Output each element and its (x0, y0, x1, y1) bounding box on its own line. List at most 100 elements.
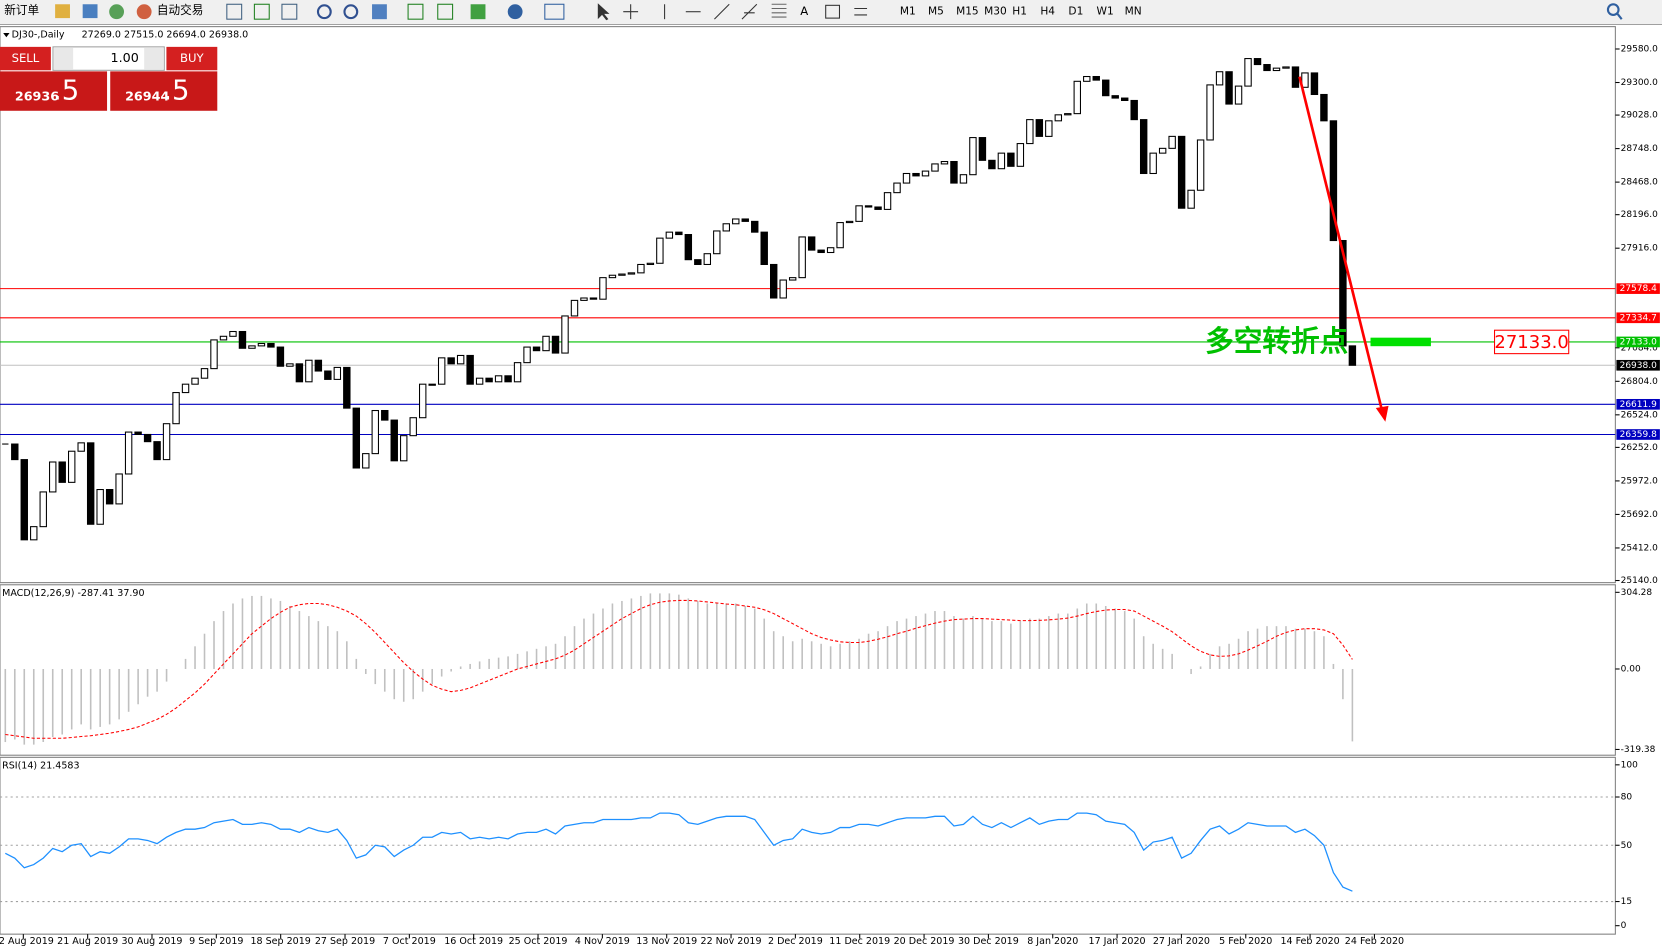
candle (1092, 75, 1100, 81)
y-tick-label: 25692.0 (1621, 510, 1658, 520)
candle (437, 357, 446, 385)
buy-price-box[interactable] (110, 71, 218, 111)
cursor-tool[interactable] (597, 3, 610, 21)
candle (1187, 189, 1195, 209)
candle (542, 335, 550, 352)
trend-arrow (1298, 76, 1385, 416)
candle (466, 354, 474, 385)
buy-button[interactable] (166, 46, 218, 71)
candle (219, 335, 228, 341)
timeframe-button[interactable]: W1 (1097, 5, 1114, 18)
timeframe-button[interactable]: M5 (928, 5, 944, 18)
candle (570, 299, 579, 317)
candle (371, 409, 379, 455)
candle (456, 354, 465, 365)
candle (599, 277, 607, 300)
candle (390, 419, 398, 462)
icon[interactable] (109, 4, 125, 20)
zoom-out[interactable] (343, 4, 359, 20)
timeframe-button[interactable]: M15 (956, 5, 979, 18)
annotation-price: 27133.0 (1494, 332, 1568, 353)
y-tick-label: 29028.0 (1621, 111, 1658, 121)
candle (589, 297, 598, 300)
zoom-in[interactable] (316, 4, 332, 20)
volume-box[interactable] (52, 46, 165, 71)
icon[interactable] (82, 4, 98, 19)
candle (1111, 95, 1119, 99)
sell-price-box[interactable] (0, 71, 108, 111)
icon[interactable] (253, 3, 270, 20)
icon[interactable] (437, 3, 454, 20)
candle (874, 206, 882, 210)
text-tool-icon[interactable]: A (800, 4, 808, 18)
candle (1225, 71, 1233, 105)
candle (96, 489, 104, 525)
timeframe-button[interactable]: M30 (984, 5, 1007, 18)
candle (153, 441, 161, 461)
icon[interactable] (226, 3, 243, 20)
candle (760, 231, 768, 266)
candle (826, 247, 835, 254)
sell-fraction[interactable]: .5 (53, 74, 79, 107)
icon[interactable] (281, 3, 298, 20)
candle (314, 359, 323, 372)
candle (1320, 93, 1328, 122)
icon[interactable] (507, 4, 523, 20)
timeframe-button[interactable]: H1 (1012, 5, 1027, 18)
candle (798, 236, 806, 279)
candle (703, 253, 712, 266)
y-tick-label: 26252.0 (1621, 443, 1658, 453)
candle (418, 383, 427, 419)
timeframe-button[interactable]: MN (1125, 5, 1142, 18)
buy-label[interactable]: BUY (180, 51, 204, 65)
sell-label[interactable]: SELL (12, 51, 40, 65)
timeframe-button[interactable]: D1 (1068, 5, 1083, 18)
volume-down[interactable] (54, 47, 74, 70)
candle (276, 346, 285, 367)
search-icon[interactable] (1616, 13, 1623, 20)
auto-trading-button[interactable]: 自动交易 (157, 3, 204, 17)
y-tick-label: 26524.0 (1621, 410, 1658, 420)
buy-price[interactable]: 26944 (125, 89, 169, 104)
y-tick-label: 28468.0 (1621, 178, 1658, 188)
candle (381, 409, 389, 421)
auto-trading-icon[interactable] (136, 4, 152, 20)
crosshair-tool[interactable] (623, 4, 639, 20)
ohlc-readout: 27269.0 27515.0 26694.0 26938.0 (82, 30, 249, 41)
candle (11, 443, 19, 461)
y-tick-label: 27916.0 (1621, 244, 1658, 254)
label-tool[interactable] (825, 4, 841, 19)
timeframe-button[interactable]: H4 (1040, 5, 1055, 18)
buy-fraction[interactable]: .5 (163, 74, 189, 107)
sell-button[interactable] (0, 46, 51, 71)
toolbar (0, 0, 1662, 25)
search-icon[interactable] (1606, 3, 1620, 16)
candle (807, 236, 816, 251)
candle (1263, 64, 1271, 72)
sell-price[interactable]: 26936 (15, 89, 59, 104)
volume-value[interactable]: 1.00 (111, 51, 139, 66)
icon[interactable] (544, 3, 565, 20)
candle (988, 159, 996, 170)
timeframe-button[interactable]: M1 (900, 5, 916, 18)
x-tick-label: 12 Aug 2019 (0, 936, 54, 947)
candle (1301, 72, 1309, 88)
y-tick-label: 0 (1621, 921, 1627, 931)
y-tick-label: 29300.0 (1621, 78, 1658, 88)
icon[interactable] (372, 4, 387, 20)
icon[interactable] (407, 3, 424, 20)
candle (618, 273, 626, 276)
candle (1045, 120, 1053, 137)
icon[interactable] (470, 4, 486, 20)
fibo-tool[interactable] (771, 3, 787, 18)
new-order-button[interactable]: 新订单 (4, 3, 39, 17)
candle (959, 174, 968, 184)
candle (124, 431, 133, 475)
trendline-tool[interactable] (714, 3, 730, 20)
volume-up[interactable] (144, 47, 164, 70)
candle (931, 163, 939, 172)
symbol-icon (3, 33, 10, 38)
icon[interactable] (55, 4, 70, 19)
arrow-tool[interactable] (854, 7, 868, 16)
channel-tool[interactable] (741, 3, 758, 20)
